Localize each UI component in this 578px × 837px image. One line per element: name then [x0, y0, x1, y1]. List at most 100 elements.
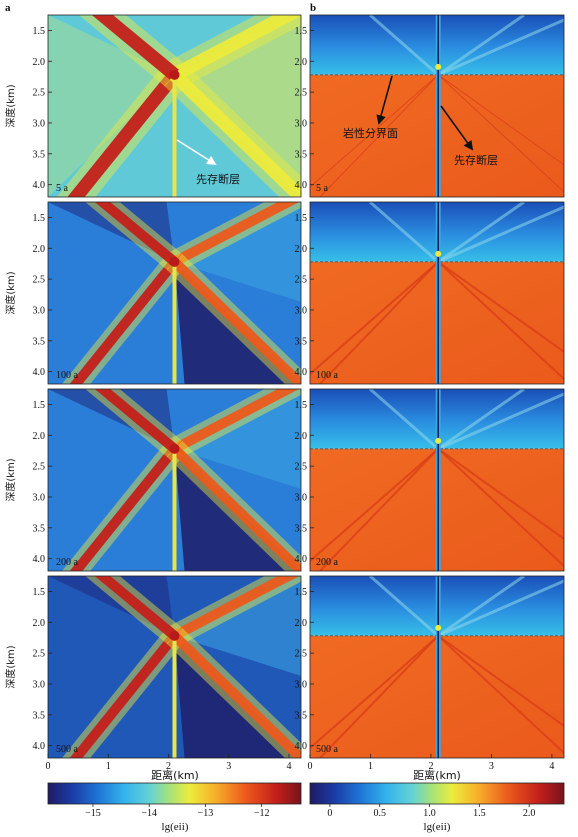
y-tick-label: 1.5 [33, 26, 46, 37]
y-tick-label: 4.0 [33, 554, 46, 565]
y-tick-label: 3.5 [33, 149, 46, 160]
y-tick-label: 1.5 [33, 587, 46, 598]
y-tick-label: 2.5 [295, 275, 308, 286]
x-tick-label: 1 [368, 761, 373, 772]
shear-band [319, 635, 439, 758]
y-tick-label: 4.0 [295, 554, 308, 565]
shear-band [319, 261, 439, 384]
shear-band [437, 448, 564, 540]
x-tick-label: 4 [286, 761, 291, 772]
time-label-b: 200 a [316, 557, 339, 568]
y-tick-label: 3.0 [295, 118, 308, 129]
upper-shear-wisp [437, 202, 525, 264]
y-tick-label: 2.0 [33, 57, 46, 68]
shear-band [172, 576, 299, 641]
y-tick-label: 2.5 [295, 88, 308, 99]
shear-band [172, 202, 299, 267]
heatmap-a-2 [47, 388, 302, 572]
y-tick-label: 2.5 [33, 88, 46, 99]
heatmap-b-1 [309, 201, 565, 385]
y-tick-label: 3.5 [33, 710, 46, 721]
y-axis-label: 深度(km) [4, 458, 17, 501]
colorbar-a [47, 782, 302, 805]
time-label-a: 500 a [56, 744, 79, 755]
y-tick-label: 1.5 [295, 587, 308, 598]
heatmap-grid: 1.5 2.0 2.5 3.0 3.5 4.0 1.5 2.0 2.5 3.0 3.5 4.0 深度(k… [4, 14, 565, 759]
intersection-point [169, 256, 180, 267]
upper-shear-wisp [437, 576, 525, 638]
shear-band [172, 389, 299, 454]
colorbar-b [309, 782, 565, 805]
shear-band [171, 632, 301, 758]
shear-band [437, 635, 564, 727]
y-tick-label: 1.5 [295, 213, 308, 224]
shear-band [437, 261, 564, 353]
y-tick-label: 3.5 [33, 523, 46, 534]
y-tick-label: 3.0 [295, 679, 308, 690]
y-axis-label: 深度(km) [4, 84, 17, 127]
time-label-a: 200 a [56, 557, 79, 568]
y-tick-label: 2.0 [33, 431, 46, 442]
upper-shear-wisp [369, 389, 440, 450]
colorbar-a-tick: −13 [198, 808, 214, 819]
y-tick-label: 3.0 [295, 305, 308, 316]
y-tick-label: 1.5 [33, 213, 46, 224]
x-tick-label: 0 [308, 761, 313, 772]
intersection-point [435, 250, 442, 257]
annotation-arrow [176, 139, 217, 166]
upper-shear-wisp [437, 389, 525, 451]
x-axis-label-a: 距离(km) [151, 768, 199, 782]
y-tick-label: 4.0 [295, 741, 308, 752]
time-label-a: 100 a [56, 370, 79, 381]
annotation-arrow [440, 105, 474, 151]
x-tick-label: 4 [549, 761, 554, 772]
upper-shear-wisp [437, 579, 564, 638]
y-tick-label: 4.0 [33, 367, 46, 378]
colorbar-b-tick: 1.0 [423, 808, 436, 819]
y-tick-label: 3.0 [33, 305, 46, 316]
shear-band [171, 15, 301, 81]
colorbar-b-label: lg(eii) [424, 821, 451, 833]
time-label-a: 5 a [56, 183, 69, 194]
colorbar-b-tick: 0 [327, 808, 332, 819]
y-tick-label: 3.0 [33, 679, 46, 690]
colorbar-a-tick: −14 [141, 808, 157, 819]
shear-band [171, 445, 301, 571]
y-tick-label: 3.0 [33, 118, 46, 129]
colorbar-a-tick: −12 [254, 808, 270, 819]
upper-shear-wisp [369, 202, 440, 263]
y-tick-label: 3.0 [33, 492, 46, 503]
y-tick-label: 3.0 [295, 492, 308, 503]
x-tick-label: 2 [166, 761, 171, 772]
x-tick-label: 2 [428, 761, 433, 772]
y-tick-label: 2.0 [295, 431, 308, 442]
colorbar-a-label: lg(eii) [162, 821, 189, 833]
y-axis-label: 深度(km) [4, 645, 17, 688]
shear-band [69, 445, 179, 571]
y-tick-label: 1.5 [33, 400, 46, 411]
shear-band [319, 448, 439, 571]
colorbar-ticks: −15 −14 −13 −12 0 0.5 1.0 1.5 2.0 [85, 804, 535, 819]
shear-band [171, 258, 301, 384]
shear-band [94, 389, 178, 453]
colorbar-b-tick: 0.5 [373, 808, 386, 819]
intersection-point [435, 63, 442, 70]
intersection-point [169, 69, 180, 80]
upper-shear-wisp [369, 15, 440, 76]
y-tick-label: 2.0 [33, 244, 46, 255]
heatmap-a-1 [47, 201, 302, 385]
shear-band [91, 15, 179, 81]
shear-band [319, 74, 439, 197]
intersection-point [435, 624, 442, 631]
annotation-fault-a: 先存断层 [196, 172, 240, 186]
heatmap-b-0 [309, 14, 565, 198]
upper-shear-wisp [369, 576, 440, 637]
y-tick-label: 2.0 [295, 244, 308, 255]
shear-band [69, 632, 179, 758]
y-tick-label: 4.0 [33, 180, 46, 191]
intersection-point [435, 437, 442, 444]
colorbar-b-tick: 1.5 [473, 808, 486, 819]
time-label-b: 100 a [316, 370, 339, 381]
shear-band [69, 258, 179, 384]
